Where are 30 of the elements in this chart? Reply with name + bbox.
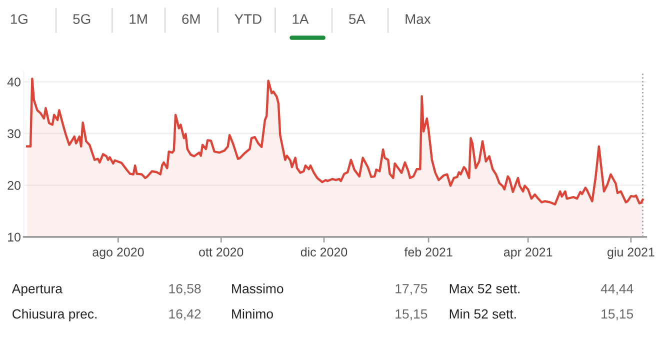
text: Massimo — [232, 284, 284, 294]
text: Chiusura prec. — [12, 308, 96, 322]
x-tick-label: ott 2020 — [199, 248, 244, 257]
text: Min 52 sett. — [450, 308, 516, 319]
text: 5G — [73, 14, 90, 24]
text: 17,75 — [396, 284, 428, 295]
y-tick-label: 30 — [8, 129, 20, 138]
x-tick-label: giu 2021 — [608, 247, 654, 259]
text: Max 52 sett. — [450, 284, 520, 294]
y-tick-label: 20 — [8, 181, 20, 190]
text: 1G — [10, 14, 28, 24]
text: Minimo — [232, 308, 273, 319]
x-tick-label: dic 2020 — [300, 247, 348, 257]
text: Max — [406, 14, 431, 24]
y-tick-label: 10 — [8, 232, 20, 242]
x-tick-label: ago 2020 — [92, 248, 144, 259]
text: Apertura — [12, 284, 62, 296]
text: 44,44 — [600, 284, 634, 295]
x-tick-label: feb 2021 — [404, 247, 452, 257]
text: 6M — [182, 14, 200, 24]
text: 15,15 — [602, 309, 634, 320]
text: 1A — [292, 14, 309, 24]
x-tick-label: apr 2021 — [504, 248, 552, 259]
text: 16,58 — [169, 284, 201, 295]
text: 1M — [130, 14, 147, 24]
y-tick-label: 40 — [7, 78, 20, 86]
text: 5A — [349, 14, 366, 24]
text: YTD — [234, 14, 262, 24]
text: 15,15 — [396, 309, 428, 320]
text: 16,42 — [169, 309, 201, 320]
